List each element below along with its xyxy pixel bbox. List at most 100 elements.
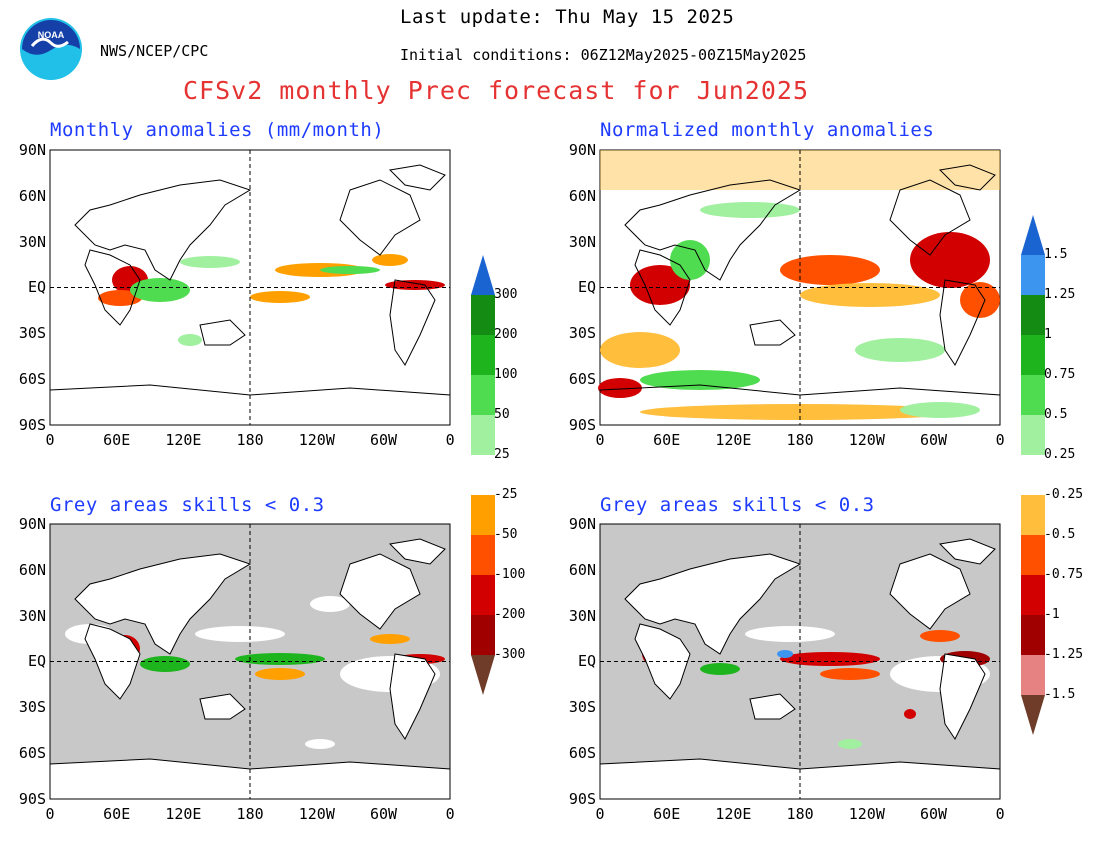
lon-label-3-0: 0 (595, 805, 605, 823)
cbar-norm-label-6: -0.25 (1044, 487, 1084, 502)
lat-label-0-0: 90N (18, 141, 46, 159)
cbar-mm-label-5: -25 (494, 487, 518, 502)
cbar-norm-label-10: -1.25 (1044, 647, 1084, 662)
cbar-mm-label-4: 25 (494, 447, 510, 462)
cbar-norm-label-9: -1 (1044, 607, 1060, 622)
cbar-norm-label-1: 1.25 (1044, 287, 1076, 302)
continent-outline-5 (388, 538, 446, 565)
lat-label-3-6: 90S (568, 789, 596, 808)
lat-label-3-0: 90N (568, 515, 596, 533)
lat-label-3-4: 30S (568, 698, 596, 717)
cbar-norm-segment-3 (1021, 335, 1045, 375)
lon-label-0-6: 0 (445, 431, 455, 449)
continent-outline-4 (199, 693, 246, 720)
lon-label-2-0: 0 (45, 805, 55, 823)
normalized-patches (598, 150, 1000, 420)
cbar-norm-segment-1 (1021, 255, 1045, 295)
cbar-mm-segment-7 (471, 535, 495, 575)
cbar-norm-segment-10 (1021, 615, 1045, 655)
cbar-norm-label-5: 0.25 (1044, 447, 1076, 462)
lat-label-3-1: 60N (568, 560, 596, 579)
continent-outline-2 (889, 179, 971, 256)
lon-label-3-3: 180 (786, 805, 814, 823)
continent-outline-4 (749, 319, 796, 346)
panel-title-skill-normalized: Grey areas skills < 0.3 (600, 494, 875, 516)
cbar-norm-segment-2 (1021, 295, 1045, 335)
map-skill-normalized (599, 523, 1001, 800)
continent-outline-6 (599, 384, 1001, 426)
cbar-mm-bottom-triangle (471, 655, 495, 695)
panel-title-skill-anomalies: Grey areas skills < 0.3 (50, 494, 325, 516)
lon-label-0-4: 120W (298, 431, 335, 449)
cbar-norm-label-7: -0.5 (1044, 527, 1076, 542)
lon-label-1-1: 60E (653, 431, 681, 449)
lon-label-3-6: 0 (995, 805, 1005, 823)
lat-label-2-3: EQ (27, 652, 46, 671)
map-skill-anomalies (49, 523, 451, 800)
cbar-norm-label-11: -1.5 (1044, 687, 1076, 702)
colorbar-anomalies (471, 255, 495, 695)
continent-outline-1 (84, 249, 141, 326)
lat-label-0-3: EQ (27, 278, 46, 297)
continent-outline-4 (749, 693, 796, 720)
continent-outline-1 (634, 249, 691, 326)
cbar-mm-segment-4 (471, 415, 495, 455)
cbar-mm-segment-2 (471, 335, 495, 375)
map-normalized (598, 149, 1001, 426)
lat-label-1-3: EQ (577, 278, 596, 297)
cbar-mm-segment-8 (471, 575, 495, 615)
continent-outline-6 (49, 384, 451, 426)
agency-label: NWS/NCEP/CPC (100, 42, 209, 60)
continent-outline-0 (624, 553, 802, 655)
cbar-mm-label-0: 300 (494, 287, 518, 302)
lat-label-1-2: 30N (568, 232, 596, 251)
lon-label-0-5: 60W (369, 431, 398, 449)
continent-outline-2 (889, 553, 971, 630)
initial-conditions: Initial conditions: 06Z12May2025-00Z15Ma… (400, 46, 807, 64)
cbar-mm-segment-3 (471, 375, 495, 415)
lat-label-2-6: 90S (18, 789, 46, 808)
continent-outline-5 (388, 164, 446, 191)
continent-outline-4 (199, 319, 246, 346)
last-update: Last update: Thu May 15 2025 (400, 6, 735, 28)
continent-outline-0 (74, 179, 252, 281)
continent-outline-3 (389, 653, 436, 740)
continent-outline-5 (938, 164, 996, 191)
continent-outline-5 (938, 538, 996, 565)
lat-label-2-0: 90N (18, 515, 46, 533)
lon-label-1-4: 120W (848, 431, 885, 449)
cbar-norm-segment-8 (1021, 535, 1045, 575)
lon-label-1-6: 0 (995, 431, 1005, 449)
cbar-norm-label-4: 0.5 (1044, 407, 1068, 422)
lon-label-1-5: 60W (919, 431, 948, 449)
lat-label-2-4: 30S (18, 698, 46, 717)
continent-outline-3 (939, 653, 986, 740)
continent-outline-1 (634, 623, 691, 700)
cbar-norm-segment-4 (1021, 375, 1045, 415)
continent-outline-0 (624, 179, 802, 281)
lat-label-0-4: 30S (18, 324, 46, 343)
logo-text: NOAA (38, 30, 65, 40)
page-title: CFSv2 monthly Prec forecast for Jun2025 (183, 76, 809, 105)
cbar-norm-label-8: -0.75 (1044, 567, 1084, 582)
lat-label-2-5: 60S (18, 744, 46, 762)
cbar-mm-segment-5 (471, 455, 495, 495)
cbar-norm-segment-11 (1021, 655, 1045, 695)
lat-label-2-1: 60N (18, 560, 46, 579)
panel-title-normalized: Normalized monthly anomalies (600, 119, 935, 141)
continent-outline-3 (389, 279, 436, 366)
cbar-norm-segment-6 (1021, 455, 1045, 495)
cbar-mm-top-triangle (471, 255, 495, 295)
lon-label-3-5: 60W (919, 805, 948, 823)
cbar-mm-label-2: 100 (494, 367, 518, 382)
continent-outline-1 (84, 623, 141, 700)
cbar-norm-segment-7 (1021, 495, 1045, 535)
lat-label-1-4: 30S (568, 324, 596, 343)
lon-label-1-0: 0 (595, 431, 605, 449)
map-anomalies (49, 149, 451, 426)
lon-label-1-3: 180 (786, 431, 814, 449)
lat-label-3-5: 60S (568, 744, 596, 762)
cbar-mm-label-9: -300 (494, 647, 526, 662)
lon-label-2-6: 0 (445, 805, 455, 823)
lat-label-3-2: 30N (568, 606, 596, 625)
